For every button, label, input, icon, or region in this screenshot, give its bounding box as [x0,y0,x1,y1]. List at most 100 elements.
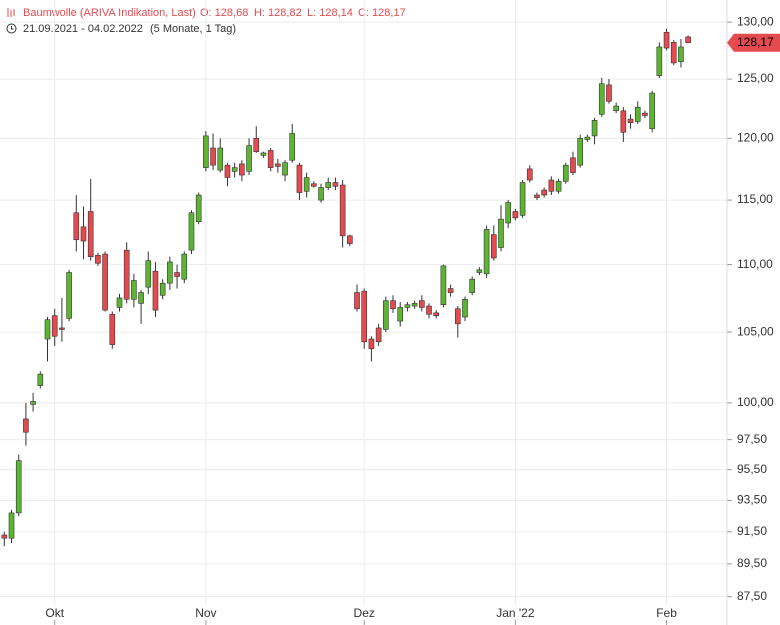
candle-body [548,179,555,192]
candle-body [325,182,332,188]
candle-body [95,255,101,264]
candle-body [37,373,44,386]
y-tick-label: 93,50 [737,493,767,507]
y-tick-label: 89,50 [737,556,767,570]
candle-body [23,418,29,433]
candle-body [397,307,404,322]
high-text: H: 128,82 [254,7,302,19]
candle-body [246,145,252,172]
candle-body [339,184,346,237]
candle-body [30,401,36,405]
y-tick-label: 100,00 [737,395,774,409]
candle-body [469,278,475,293]
candle-body [519,182,526,216]
candle-body [613,105,619,112]
candle-body [620,110,627,133]
candle-body [577,138,583,166]
candle-body [411,303,418,307]
last-price-label: 128,17 [737,35,774,49]
candle-body [383,300,389,330]
candle-body [174,272,180,277]
candle-body [116,297,123,308]
candle-body [8,512,15,539]
close-text: C: 128,17 [358,7,406,19]
candle-body [419,300,425,308]
clock-icon [6,23,17,34]
candle-body [87,211,94,257]
candle-body [195,194,202,222]
candle-body [649,92,655,129]
candle-body [447,288,454,293]
candle-body [123,249,130,300]
candle-body [642,112,648,116]
candle-body [390,300,396,310]
candle-body [239,163,245,176]
candle-body [109,313,116,345]
candle-body [570,157,576,173]
candle-body [311,183,317,187]
candle-body [80,226,87,242]
candle-body [296,164,303,193]
candle-body [73,212,80,241]
candle-body [562,164,569,182]
candle-body [260,152,267,156]
candle-body [462,298,468,318]
y-tick-label: 91,50 [737,524,767,538]
candle-body [231,167,238,172]
candle-body [490,234,497,259]
candle-body [433,312,440,316]
y-tick-label: 110,00 [737,257,773,271]
candle-body [598,83,605,115]
candle-body [332,182,339,187]
grid [0,0,727,605]
candle-body [685,36,691,44]
candle-body [282,162,288,176]
candle-body [476,269,483,273]
candle-body [203,135,209,168]
candle-body [15,460,22,514]
date-range: 21.09.2021 - 04.02.2022 [23,23,143,35]
y-tick-label: 115,00 [737,192,773,206]
x-tick-label: Feb [656,606,677,620]
candle-body [627,118,634,123]
candle-body [606,84,612,102]
y-tick-label: 125,00 [737,71,774,85]
candle-body [483,229,490,275]
y-tick-label: 130,00 [737,14,774,28]
candle-body [670,42,677,64]
low-text: L: 128,14 [307,7,353,19]
candle-body [512,211,519,219]
candle-body [59,327,65,330]
candle-body [224,164,231,178]
candle-body [634,106,641,122]
x-tick-label: Jan '22 [496,606,535,620]
y-tick-label: 120,00 [737,130,774,144]
candle-body [145,260,152,288]
candle-body [656,46,663,76]
candle-body [275,163,281,167]
y-tick-label: 97,50 [737,432,767,446]
candle-body [361,290,368,343]
candle-body [526,168,533,181]
candle-body [505,202,511,224]
candle-body [584,136,591,140]
header-icon [7,8,15,17]
last-price-badge [727,33,780,52]
candle-body [318,187,324,201]
candle-body [591,119,598,137]
open-text: O: 128,68 [200,7,248,19]
candle-body [368,338,375,350]
x-tick-label: Okt [45,606,64,620]
candle-body [555,180,562,192]
candle-body [454,308,461,325]
candle-body [267,150,274,168]
candle-body [303,177,310,192]
candle-body [534,194,540,198]
candle-body [159,282,166,296]
candle-body [210,147,216,166]
candle-body [131,280,137,300]
candle-body [289,133,296,161]
span: (5 Monate, 1 Tag) [150,23,236,35]
x-tick-label: Nov [195,606,216,620]
